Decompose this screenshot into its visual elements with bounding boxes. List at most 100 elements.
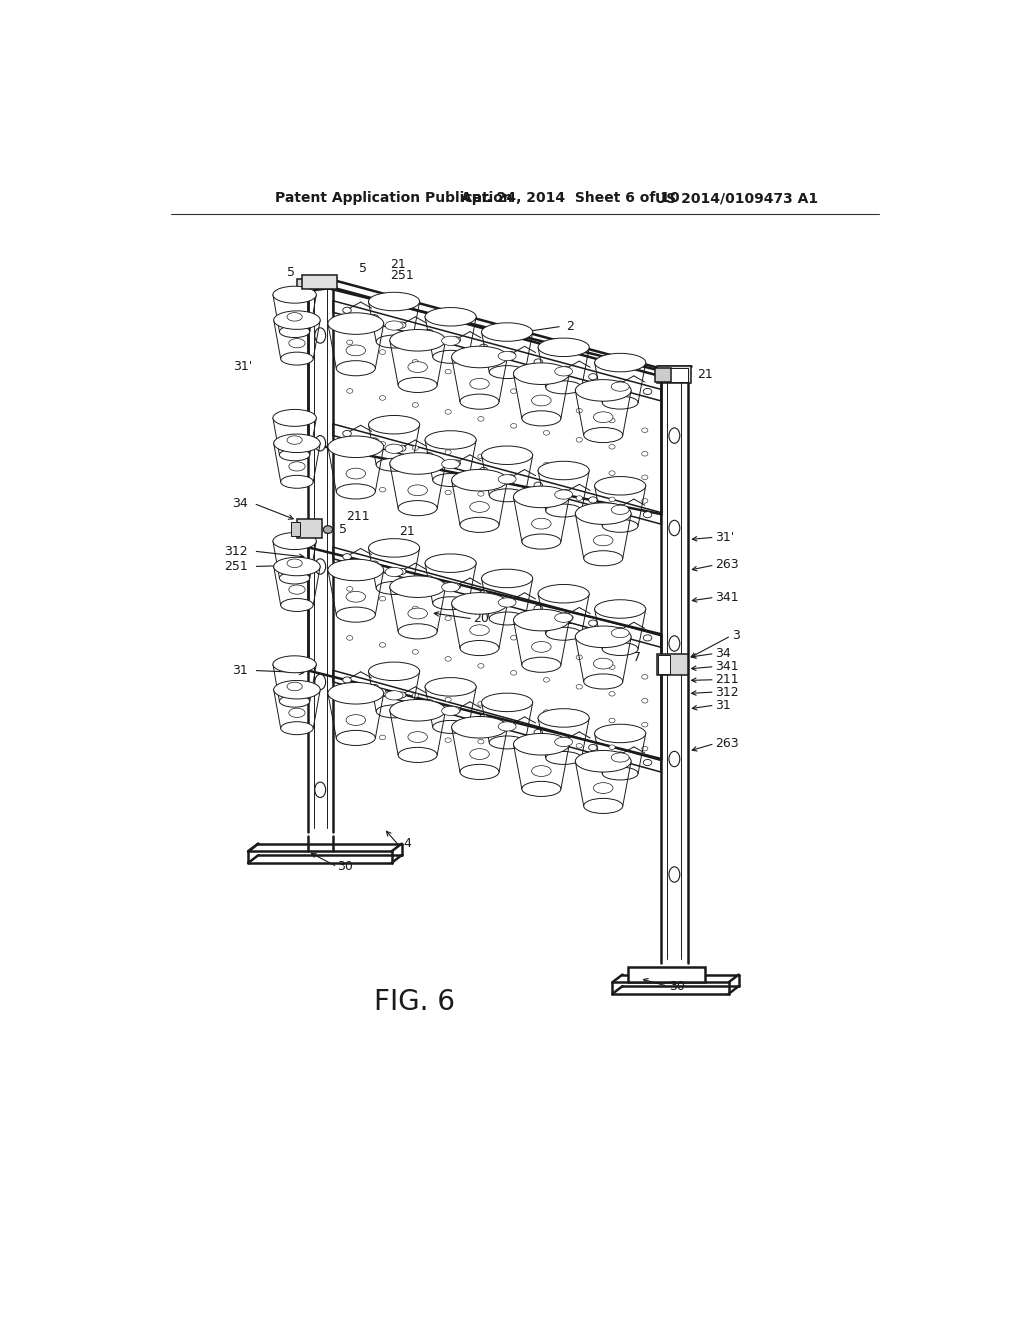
Ellipse shape	[413, 446, 419, 450]
Text: 5: 5	[287, 265, 295, 279]
Ellipse shape	[611, 752, 629, 762]
Ellipse shape	[289, 585, 305, 594]
Ellipse shape	[380, 441, 386, 446]
Ellipse shape	[669, 867, 680, 882]
Ellipse shape	[575, 626, 631, 648]
Ellipse shape	[346, 714, 366, 726]
Ellipse shape	[425, 576, 433, 582]
Text: 2: 2	[566, 614, 573, 627]
Text: 211: 211	[715, 673, 738, 686]
Text: 31: 31	[715, 698, 730, 711]
Text: 34: 34	[715, 647, 730, 660]
Ellipse shape	[616, 381, 625, 387]
Ellipse shape	[445, 450, 452, 454]
Ellipse shape	[425, 677, 476, 696]
Ellipse shape	[369, 663, 420, 681]
Ellipse shape	[441, 706, 460, 715]
Text: Patent Application Publication: Patent Application Publication	[275, 191, 513, 206]
Ellipse shape	[380, 350, 386, 354]
Ellipse shape	[347, 734, 353, 738]
Ellipse shape	[328, 560, 384, 581]
Ellipse shape	[577, 685, 583, 689]
Ellipse shape	[433, 721, 469, 734]
Ellipse shape	[577, 743, 583, 748]
Ellipse shape	[555, 367, 572, 376]
Ellipse shape	[385, 444, 403, 453]
Ellipse shape	[577, 466, 583, 471]
Text: 31: 31	[232, 664, 248, 677]
Ellipse shape	[499, 722, 516, 731]
Ellipse shape	[281, 352, 313, 366]
Ellipse shape	[433, 350, 469, 363]
Ellipse shape	[609, 744, 615, 750]
Ellipse shape	[289, 462, 305, 471]
Ellipse shape	[479, 345, 487, 350]
Ellipse shape	[609, 665, 615, 669]
Ellipse shape	[643, 388, 652, 395]
Ellipse shape	[314, 436, 326, 451]
Ellipse shape	[531, 519, 551, 529]
Ellipse shape	[281, 475, 313, 488]
Ellipse shape	[397, 322, 406, 329]
Ellipse shape	[577, 496, 583, 500]
Ellipse shape	[522, 411, 561, 426]
Ellipse shape	[425, 554, 476, 573]
Ellipse shape	[445, 697, 452, 702]
Ellipse shape	[546, 627, 582, 640]
Ellipse shape	[425, 430, 476, 449]
Ellipse shape	[643, 635, 652, 642]
Ellipse shape	[413, 693, 419, 698]
Ellipse shape	[273, 312, 321, 330]
Ellipse shape	[273, 409, 316, 426]
Ellipse shape	[273, 656, 316, 673]
Text: US 2014/0109473 A1: US 2014/0109473 A1	[655, 191, 818, 206]
Text: 30: 30	[669, 979, 685, 993]
Ellipse shape	[385, 321, 403, 330]
Ellipse shape	[642, 451, 648, 457]
Ellipse shape	[538, 461, 589, 479]
Text: 312: 312	[715, 685, 738, 698]
Ellipse shape	[544, 462, 550, 467]
Ellipse shape	[347, 486, 353, 491]
Ellipse shape	[589, 620, 597, 626]
Ellipse shape	[398, 747, 437, 763]
Text: 341: 341	[715, 591, 738, 603]
Ellipse shape	[347, 636, 353, 640]
Ellipse shape	[555, 612, 572, 622]
Ellipse shape	[281, 598, 313, 611]
Ellipse shape	[380, 487, 386, 492]
Ellipse shape	[425, 330, 433, 335]
Ellipse shape	[511, 424, 517, 428]
Text: 251: 251	[390, 269, 414, 282]
Ellipse shape	[445, 490, 452, 495]
Ellipse shape	[499, 351, 516, 360]
Ellipse shape	[481, 446, 532, 465]
Ellipse shape	[544, 494, 550, 499]
Text: 20: 20	[473, 612, 488, 626]
Ellipse shape	[489, 612, 525, 624]
Ellipse shape	[642, 475, 648, 479]
Text: 5: 5	[358, 261, 367, 275]
Ellipse shape	[489, 488, 525, 502]
Ellipse shape	[609, 471, 615, 475]
Ellipse shape	[669, 428, 680, 444]
Ellipse shape	[280, 326, 310, 338]
Ellipse shape	[544, 677, 550, 682]
Ellipse shape	[460, 640, 499, 656]
Ellipse shape	[513, 610, 569, 631]
Ellipse shape	[507, 351, 515, 358]
Ellipse shape	[376, 458, 412, 471]
Ellipse shape	[513, 734, 569, 755]
Ellipse shape	[385, 568, 403, 577]
Ellipse shape	[328, 313, 384, 334]
Ellipse shape	[273, 532, 316, 549]
Ellipse shape	[499, 598, 516, 607]
Ellipse shape	[609, 418, 615, 422]
Ellipse shape	[408, 484, 427, 496]
Ellipse shape	[398, 378, 437, 392]
Ellipse shape	[324, 525, 333, 533]
Ellipse shape	[280, 572, 310, 583]
Ellipse shape	[380, 396, 386, 400]
Ellipse shape	[314, 558, 326, 574]
Text: 211: 211	[346, 510, 370, 523]
